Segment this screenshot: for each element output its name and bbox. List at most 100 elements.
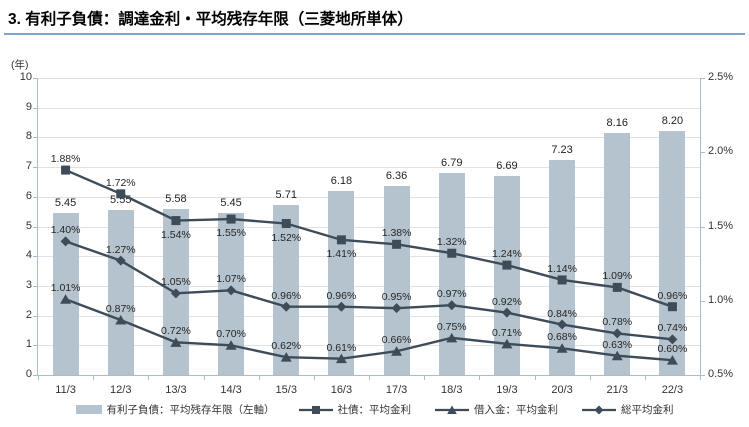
left-axis-tick [33,226,38,228]
data-point-label: 0.78% [602,316,633,329]
legend-label: 有利子負債：平均残存年限（左軸） [106,404,275,416]
data-point-label: 0.74% [657,322,688,335]
bar-value-label: 5.45 [220,197,242,210]
left-axis-tick [33,107,38,109]
diamond-marker [501,307,512,318]
diamond-marker [170,288,181,299]
data-point-label: 1.40% [50,224,81,237]
diamond-marker [667,334,678,345]
left-axis-tick [33,285,38,287]
legend-square-marker-icon [311,405,320,414]
left-axis-tick-label: 6 [25,189,32,202]
left-axis-tick-label: 7 [25,160,32,173]
legend-triangle-marker-icon [447,405,457,414]
data-point-label: 0.96% [271,289,302,302]
triangle-marker [501,338,513,349]
x-axis-tick [203,375,205,380]
left-axis-tick [33,196,38,198]
x-axis-tick [700,375,701,380]
x-axis-tick-label: 21/3 [606,384,628,396]
bottom-axis-line [37,375,701,376]
diamond-marker [446,300,457,311]
x-axis-tick [589,375,591,380]
x-axis-tick [148,375,150,380]
right-axis-tick-label: 1.5% [708,219,734,232]
x-axis-tick-label: 15/3 [275,384,297,396]
data-point-label: 0.61% [326,341,357,354]
x-axis-tick [534,375,536,380]
right-axis-tick [700,78,705,79]
diamond-marker [226,285,237,296]
square-marker [336,235,346,245]
bar-value-label: 6.18 [330,175,353,188]
data-point-label: 1.52% [271,231,302,244]
square-marker [502,260,512,270]
left-axis-tick [33,256,38,258]
plot-area: 5.45 5.55 5.58 5.45 5.71 6.18 6.36 6.79 6.69 7.23… [37,78,701,376]
triangle-marker [556,343,568,353]
data-point-label: 1.07% [216,273,246,286]
data-point-label: 1.05% [161,276,191,289]
right-axis-tick-label: 0.5% [708,368,734,380]
left-axis-tick-label: 1 [25,338,32,351]
legend-label: 借入金：平均金利 [474,404,558,416]
diamond-marker [115,255,126,266]
bar [107,210,134,375]
diamond-marker [60,236,71,247]
gridline [38,107,700,109]
square-marker [667,302,677,312]
data-point-label: 0.71% [492,326,522,339]
legend-item-triangle: 借入金：平均金利 [435,402,558,417]
left-axis-tick [33,167,38,169]
data-point-label: 0.62% [271,340,302,353]
right-axis-line [700,78,701,375]
left-axis-tick-label: 3 [25,278,32,291]
x-axis-tick [644,375,646,380]
bar-value-label: 5.45 [54,197,77,210]
bar [273,205,300,375]
diamond-marker [557,319,568,330]
gridline [38,137,700,139]
left-axis-tick-label: 5 [25,219,32,232]
bar-value-label: 6.36 [385,170,408,183]
triangle-marker [280,352,292,362]
left-axis-tick [33,78,38,79]
x-axis-tick [369,375,370,380]
legend-item-bar: 有利子負債：平均残存年限（左軸） [75,402,275,417]
data-point-label: 1.27% [105,243,136,256]
bar-value-label: 8.16 [606,116,628,129]
triangle-marker [391,346,403,356]
square-marker [171,216,181,226]
triangle-marker [611,350,623,361]
x-axis-tick-label: 22/3 [661,384,684,396]
left-axis-tick-label: 10 [19,71,32,83]
data-point-label: 0.96% [326,289,357,302]
right-axis-tick-label: 2.0% [708,145,734,158]
data-point-label: 1.24% [492,248,522,261]
gridline [38,226,700,228]
data-point-label: 1.72% [105,176,136,189]
data-point-label: 1.01% [50,282,81,295]
data-point-label: 1.55% [216,227,246,240]
bar-value-label: 6.69 [496,160,518,173]
triangle-marker [335,353,347,364]
triangle-marker [60,294,72,304]
square-marker [281,219,291,229]
left-axis-tick-label: 8 [25,130,32,143]
right-axis-tick [700,152,705,154]
diamond-line-series [65,240,673,341]
x-axis-tick-label: 18/3 [441,384,463,396]
right-axis-tick-label: 2.5% [708,71,734,83]
bar [549,160,576,375]
x-axis-tick [313,375,315,380]
x-axis-tick [424,375,426,380]
diamond-marker [281,301,292,312]
data-point-label: 0.96% [657,289,688,302]
right-axis-tick [700,375,705,376]
square-marker [447,248,457,258]
data-point-label: 0.70% [216,328,246,341]
legend-triangle-swatch [435,405,469,414]
x-axis-tick-label: 12/3 [110,384,132,396]
x-axis-tick [479,375,481,380]
